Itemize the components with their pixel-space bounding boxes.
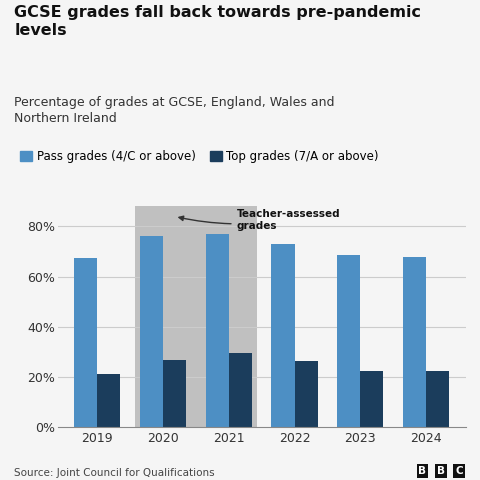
Text: GCSE grades fall back towards pre-pandemic
levels: GCSE grades fall back towards pre-pandem…	[14, 5, 421, 38]
Bar	[74, 258, 97, 427]
Text: Teacher-assessed
grades: Teacher-assessed grades	[179, 209, 340, 230]
Bar	[403, 257, 426, 427]
Text: C: C	[455, 466, 463, 476]
Text: B: B	[437, 466, 444, 476]
Legend: Pass grades (4/C or above), Top grades (7/A or above): Pass grades (4/C or above), Top grades (…	[20, 150, 379, 163]
Bar	[97, 374, 120, 427]
Text: Source: Joint Council for Qualifications: Source: Joint Council for Qualifications	[14, 468, 215, 478]
Bar	[228, 353, 252, 427]
Bar	[360, 371, 384, 427]
Bar	[426, 372, 449, 427]
Bar	[205, 234, 228, 427]
Text: B: B	[419, 466, 426, 476]
Bar	[140, 236, 163, 427]
Bar	[163, 360, 186, 427]
Bar	[134, 206, 257, 427]
Bar	[295, 360, 318, 427]
Text: Percentage of grades at GCSE, England, Wales and
Northern Ireland: Percentage of grades at GCSE, England, W…	[14, 96, 335, 125]
Bar	[272, 244, 295, 427]
Bar	[337, 255, 360, 427]
